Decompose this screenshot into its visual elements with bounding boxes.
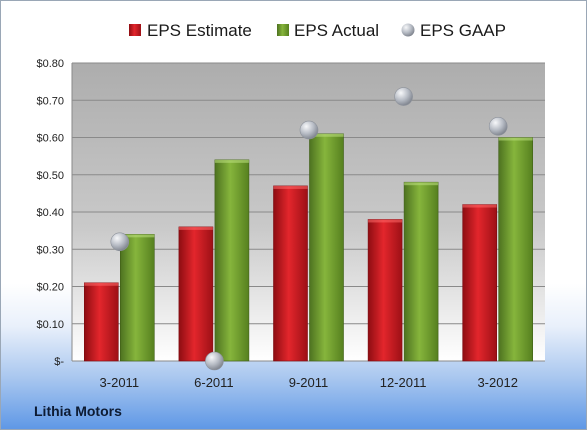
- point-eps-gaap: [205, 351, 224, 371]
- bar-eps-actual: [309, 133, 344, 362]
- y-tick-label: $0.30: [36, 244, 64, 256]
- y-tick-label: $0.20: [36, 282, 64, 294]
- chart-legend: EPS Estimate EPS Actual EPS GAAP: [129, 21, 506, 40]
- bar-eps-estimate: [367, 219, 403, 362]
- x-tick-label: 12-2011: [380, 375, 427, 390]
- point-eps-gaap: [488, 117, 508, 136]
- bar-series: [84, 133, 534, 362]
- y-tick-label: $0.50: [36, 170, 64, 182]
- bar-eps-estimate-highlight: [462, 204, 497, 208]
- bar-eps-actual-highlight: [404, 182, 439, 186]
- y-tick-label: $0.80: [36, 58, 64, 70]
- legend-label-eps-estimate: EPS Estimate: [147, 21, 252, 40]
- bar-eps-estimate-highlight: [273, 185, 308, 189]
- legend-swatch-eps-estimate: [129, 24, 141, 36]
- point-eps-gaap: [394, 87, 413, 106]
- bar-eps-estimate-highlight: [178, 226, 213, 230]
- legend-label-eps-actual: EPS Actual: [294, 21, 379, 40]
- x-tick-label: 9-2011: [289, 375, 329, 390]
- bar-eps-actual-highlight: [498, 137, 533, 141]
- point-eps-gaap: [299, 120, 319, 140]
- y-tick-label: $0.40: [36, 207, 64, 219]
- y-axis: $- $0.10 $0.20 $0.30 $0.40 $0.50 $0.60 $0.70 $0.…: [36, 58, 73, 368]
- bar-eps-estimate: [273, 185, 308, 362]
- y-tick-label: $0.60: [36, 133, 64, 145]
- legend-label-eps-gaap: EPS GAAP: [420, 21, 506, 40]
- legend-marker-eps-gaap: [401, 23, 415, 37]
- y-tick-label: $0.10: [36, 319, 64, 331]
- bar-eps-actual-highlight: [120, 234, 155, 238]
- x-tick-label: 3-2011: [100, 375, 140, 390]
- x-tick-label: 3-2012: [477, 375, 517, 390]
- bar-eps-actual-highlight: [214, 159, 249, 163]
- bar-eps-actual: [498, 137, 534, 362]
- y-tick-label: $-: [54, 356, 64, 368]
- bar-eps-estimate: [462, 204, 498, 362]
- bar-eps-actual: [120, 234, 155, 362]
- legend-swatch-eps-actual: [277, 24, 289, 36]
- bar-eps-estimate-highlight: [84, 282, 119, 286]
- bar-eps-estimate: [84, 282, 119, 362]
- bar-eps-estimate: [178, 226, 214, 362]
- gaap-points: [110, 87, 508, 371]
- x-tick-label: 6-2011: [194, 375, 234, 390]
- x-axis: 3-2011 6-2011 9-2011 12-2011 3-2012: [100, 375, 518, 390]
- bar-eps-actual: [214, 159, 250, 362]
- company-name: Lithia Motors: [34, 403, 122, 419]
- bar-eps-estimate-highlight: [368, 219, 403, 223]
- bar-eps-actual: [403, 181, 439, 362]
- y-tick-label: $0.70: [36, 95, 64, 107]
- bar-eps-actual-highlight: [309, 133, 344, 137]
- point-eps-gaap: [110, 232, 130, 252]
